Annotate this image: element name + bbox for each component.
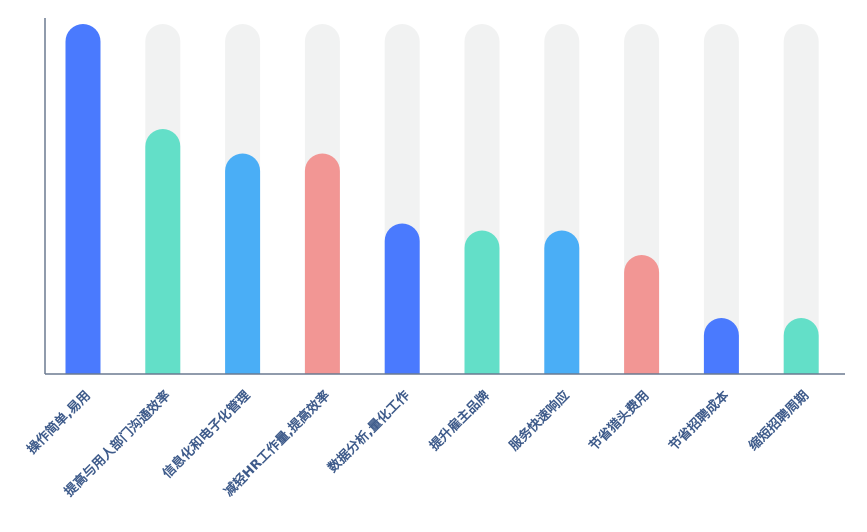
bar[interactable] [65,24,101,374]
bar[interactable] [304,153,340,374]
bar[interactable] [225,153,261,374]
x-tick-label: 数据分析,量化工作 [325,388,413,476]
bar[interactable] [384,223,420,374]
x-tick-labels: 操作简单,易用提高与用人部门沟通效率信息化和电子化管理减轻HR工作量,提高效率数… [24,388,812,500]
x-tick-label: 节省招聘成本 [666,388,732,454]
x-tick-label: 服务快速响应 [506,388,572,454]
bar-track [783,23,819,374]
x-tick-label: 节省猎头费用 [586,388,652,454]
bar[interactable] [544,230,580,375]
x-tick-label: 提升雇主品牌 [426,388,492,454]
bar[interactable] [703,318,739,374]
bars [65,24,819,375]
x-tick-label: 信息化和电子化管理 [159,388,253,482]
bar-track [703,23,739,374]
bar[interactable] [145,129,181,374]
x-tick-label: 缩短招聘周期 [746,388,812,454]
x-tick-label: 操作简单,易用 [24,388,94,458]
bar[interactable] [624,255,660,374]
bar[interactable] [464,230,500,375]
bar[interactable] [783,318,819,374]
